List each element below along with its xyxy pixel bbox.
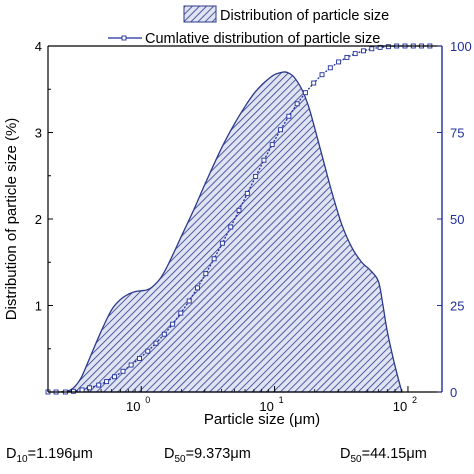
cumulative-point: [278, 127, 283, 133]
cumulative-point: [327, 65, 333, 71]
cumulative-point: [311, 80, 317, 86]
x-tick-label: 10: [393, 399, 407, 414]
cumulative-point: [203, 271, 209, 277]
cumulative-point: [87, 385, 93, 391]
cumulative-point: [70, 388, 76, 394]
y2-tick-label: 0: [450, 385, 457, 400]
legend-label-cumulative: Cumlative distribution of particle size: [145, 31, 380, 47]
cumulative-point: [269, 142, 275, 148]
cumulative-point: [261, 157, 267, 163]
cumulative-point: [112, 374, 117, 380]
cumulative-point: [319, 72, 325, 78]
x-tick-label: 10: [126, 399, 140, 414]
y2-tick-label: 75: [450, 126, 464, 141]
x-axis-title: Particle size (μm): [204, 411, 320, 428]
legend: Distribution of particle size Cumlative d…: [108, 5, 389, 47]
cumulative-point: [286, 113, 292, 119]
cumulative-point: [361, 48, 366, 54]
y-tick-label: 4: [35, 39, 42, 54]
d-value-annotation: D10=1.196μm: [6, 446, 93, 465]
cumulative-point: [137, 355, 142, 361]
legend-swatch-marker: [121, 35, 127, 41]
cumulative-point: [336, 59, 342, 65]
distribution-area-layer: [60, 71, 403, 393]
y2-tick-label: 25: [450, 299, 464, 314]
cumulative-point: [186, 298, 192, 304]
x-tick-label-exponent: 0: [145, 395, 150, 405]
cumulative-point: [96, 382, 102, 388]
y-tick-label: 3: [35, 126, 42, 141]
d-value-annotation: D50=44.15μm: [340, 446, 427, 465]
cumulative-point: [228, 224, 234, 230]
y-tick-label: 2: [35, 212, 42, 227]
d-value-annotation: D50=9.373μm: [164, 446, 251, 465]
cumulative-point: [352, 51, 358, 57]
annotations: D10=1.196μm D50=9.373μm D50=44.15μm: [6, 446, 427, 465]
cumulative-point: [302, 90, 308, 96]
cumulative-point: [104, 379, 110, 385]
cumulative-point: [128, 362, 134, 368]
distribution-area: [60, 71, 403, 393]
cumulative-point: [236, 207, 242, 213]
cumulative-point: [369, 46, 375, 52]
x-tick-label: 10: [259, 399, 273, 414]
cumulative-point: [153, 340, 159, 346]
cumulative-point: [161, 331, 167, 337]
y-axis-title: Distribution of particle size (%): [3, 118, 20, 321]
legend-label-distribution: Distribution of particle size: [220, 8, 389, 24]
cumulative-point: [344, 54, 350, 60]
cumulative-point: [294, 101, 300, 107]
legend-swatch-area: [183, 5, 217, 23]
cumulative-point: [244, 190, 250, 196]
cumulative-point: [178, 310, 184, 316]
cumulative-point: [145, 348, 151, 354]
y2-tick-label: 50: [450, 212, 464, 227]
cumulative-point: [79, 387, 85, 393]
y2-tick-label: 100: [450, 39, 472, 54]
cumulative-point: [120, 368, 126, 374]
cumulative-point: [385, 44, 391, 50]
cumulative-point: [377, 44, 383, 50]
x-tick-label-exponent: 2: [412, 395, 417, 405]
y-tick-label: 1: [35, 299, 42, 314]
cumulative-point: [253, 173, 259, 179]
cumulative-point: [194, 285, 200, 291]
cumulative-point: [219, 240, 225, 246]
cumulative-point: [211, 256, 217, 262]
x-tick-label-exponent: 1: [279, 395, 284, 405]
cumulative-point: [170, 321, 176, 327]
